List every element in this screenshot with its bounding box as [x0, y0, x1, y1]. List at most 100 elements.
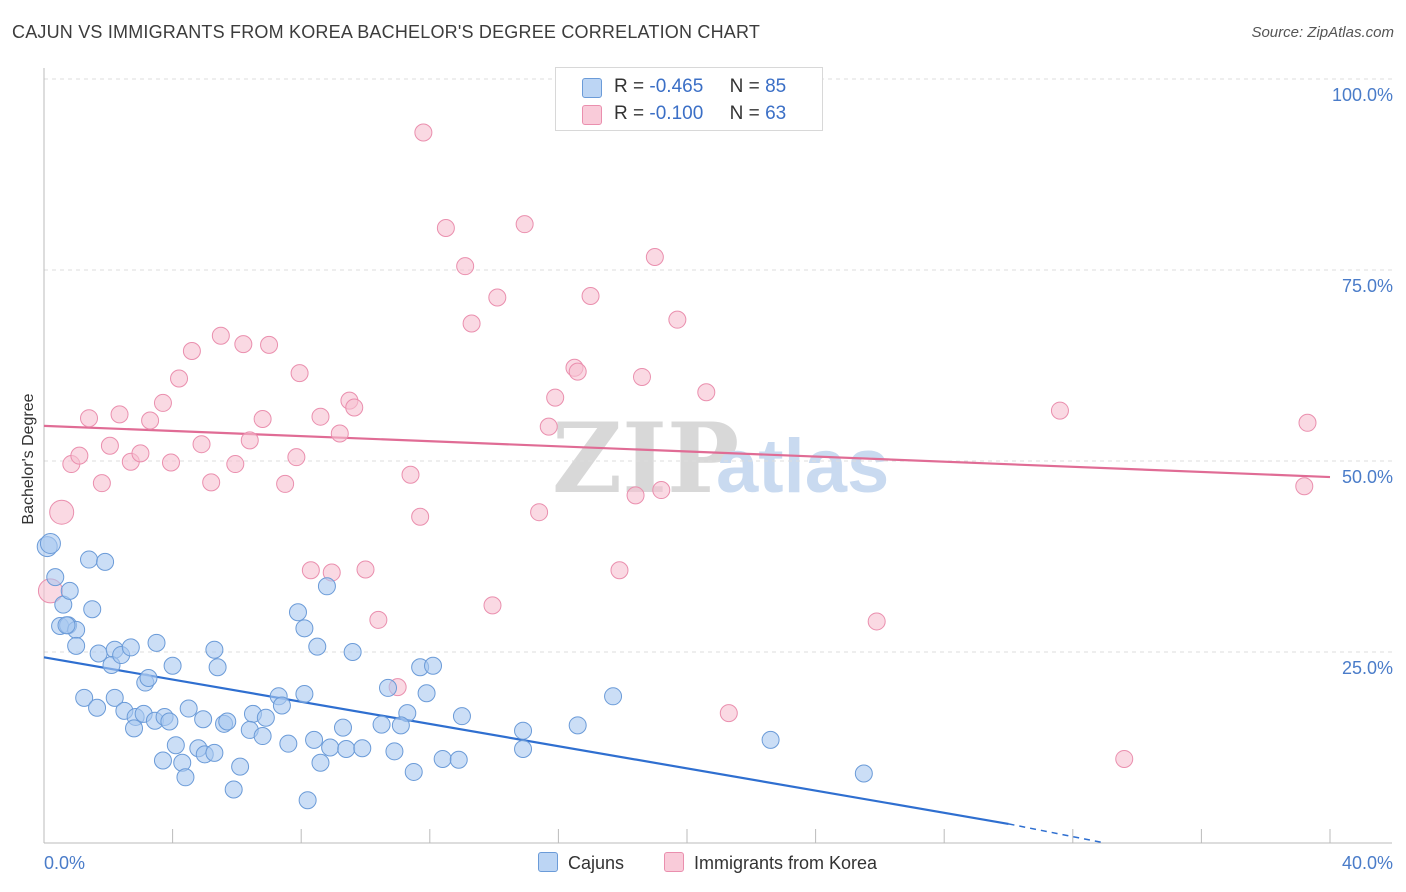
- korea-point: [1298, 413, 1317, 432]
- cajun-point: [295, 685, 314, 704]
- series-label-korea: Immigrants from Korea: [694, 853, 878, 873]
- cajun-point: [295, 619, 314, 638]
- cajun-point: [514, 740, 533, 759]
- y-tick-label: 25.0%: [1342, 658, 1393, 678]
- svg-text:atlas: atlas: [716, 424, 889, 509]
- korea-point: [301, 561, 320, 580]
- korea-point: [1115, 749, 1134, 768]
- korea-point: [530, 503, 549, 522]
- cajun-point: [60, 581, 79, 600]
- korea-point: [488, 288, 507, 307]
- korea-point: [226, 455, 245, 474]
- korea-point: [867, 612, 886, 631]
- korea-point: [345, 398, 364, 417]
- korea-point: [100, 436, 119, 455]
- korea-point: [110, 405, 129, 424]
- korea-point: [436, 218, 455, 237]
- cajun-point: [288, 603, 307, 622]
- korea-point: [414, 123, 433, 142]
- legend-r-value: -0.100: [649, 103, 704, 124]
- cajun-point: [311, 753, 330, 772]
- korea-point: [276, 474, 295, 493]
- bottom-legend-cajuns: Cajuns: [538, 852, 624, 874]
- cajun-point: [39, 533, 61, 555]
- korea-point: [697, 383, 716, 402]
- legend-n-value: 63: [765, 103, 787, 124]
- korea-point: [234, 335, 253, 354]
- legend-r-value: -0.465: [649, 76, 704, 97]
- cajun-point: [404, 762, 423, 781]
- pink-swatch: [664, 852, 684, 872]
- cajun-point: [231, 757, 250, 776]
- legend-r-label: R =: [614, 103, 645, 124]
- korea-point: [539, 417, 558, 436]
- cajun-point: [96, 552, 115, 571]
- korea-point: [290, 364, 309, 383]
- korea-point: [652, 481, 671, 500]
- svg-text:ZIP: ZIP: [552, 402, 739, 515]
- chart-title: CAJUN VS IMMIGRANTS FROM KOREA BACHELOR'…: [12, 22, 761, 42]
- korea-point: [240, 431, 259, 450]
- cajun-point: [88, 698, 107, 717]
- legend-n-label: N =: [729, 103, 760, 124]
- korea-point: [49, 499, 75, 525]
- cajun-point: [514, 721, 533, 740]
- cajun-point: [333, 718, 352, 737]
- korea-point: [330, 424, 349, 443]
- cajun-point: [160, 712, 179, 731]
- korea-point: [401, 465, 420, 484]
- grid-lines: [44, 78, 1392, 653]
- korea-point: [645, 248, 664, 267]
- axes: [43, 68, 1392, 844]
- korea-point: [170, 369, 189, 388]
- cajun-point: [163, 656, 182, 675]
- korea-trend-line: [43, 424, 1331, 479]
- legend-n-label: N =: [729, 76, 760, 97]
- cajun-point: [205, 640, 224, 659]
- cajun-point: [279, 734, 298, 753]
- watermark: ZIP atlas: [552, 402, 889, 515]
- cajun-point: [179, 699, 198, 718]
- blue-swatch: [538, 852, 558, 872]
- cajun-point: [424, 656, 443, 675]
- cajun-point: [391, 716, 410, 735]
- korea-point: [719, 704, 738, 723]
- cajun-point: [208, 658, 227, 677]
- cajun-point: [139, 668, 158, 687]
- y-tick-label: 100.0%: [1332, 85, 1393, 105]
- cajun-point: [253, 727, 272, 746]
- bottom-legend-korea: Immigrants from Korea: [664, 852, 877, 874]
- korea-point: [456, 257, 475, 276]
- cajun-point: [449, 750, 468, 769]
- korea-point: [92, 474, 111, 493]
- korea-point: [131, 444, 150, 463]
- cajun-point: [57, 616, 76, 635]
- cajun-point: [46, 568, 65, 587]
- korea-point: [192, 435, 211, 454]
- cajun-point: [385, 742, 404, 761]
- cajun-point: [147, 633, 166, 652]
- korea-point: [80, 409, 99, 428]
- korea-point: [1295, 477, 1314, 496]
- korea-point: [253, 409, 272, 428]
- tick-labels: 25.0% 50.0% 75.0% 100.0% 0.0% 40.0%: [44, 85, 1393, 873]
- korea-point: [153, 393, 172, 412]
- pink-swatch: [582, 105, 602, 125]
- cajun-point: [125, 719, 144, 738]
- cajun-point: [256, 708, 275, 727]
- cajun-point: [604, 687, 623, 706]
- korea-point: [369, 610, 388, 629]
- korea-point: [581, 286, 600, 305]
- cajun-point: [337, 740, 356, 759]
- korea-point: [211, 326, 230, 345]
- cajun-point: [166, 736, 185, 755]
- korea-point: [668, 310, 687, 329]
- korea-point: [70, 446, 89, 465]
- cajuns-trend-extension: [1008, 823, 1106, 844]
- cajun-point: [121, 638, 140, 657]
- y-tick-label: 75.0%: [1342, 276, 1393, 296]
- cajun-point: [379, 678, 398, 697]
- cajun-point: [433, 749, 452, 768]
- cajun-point: [194, 710, 213, 729]
